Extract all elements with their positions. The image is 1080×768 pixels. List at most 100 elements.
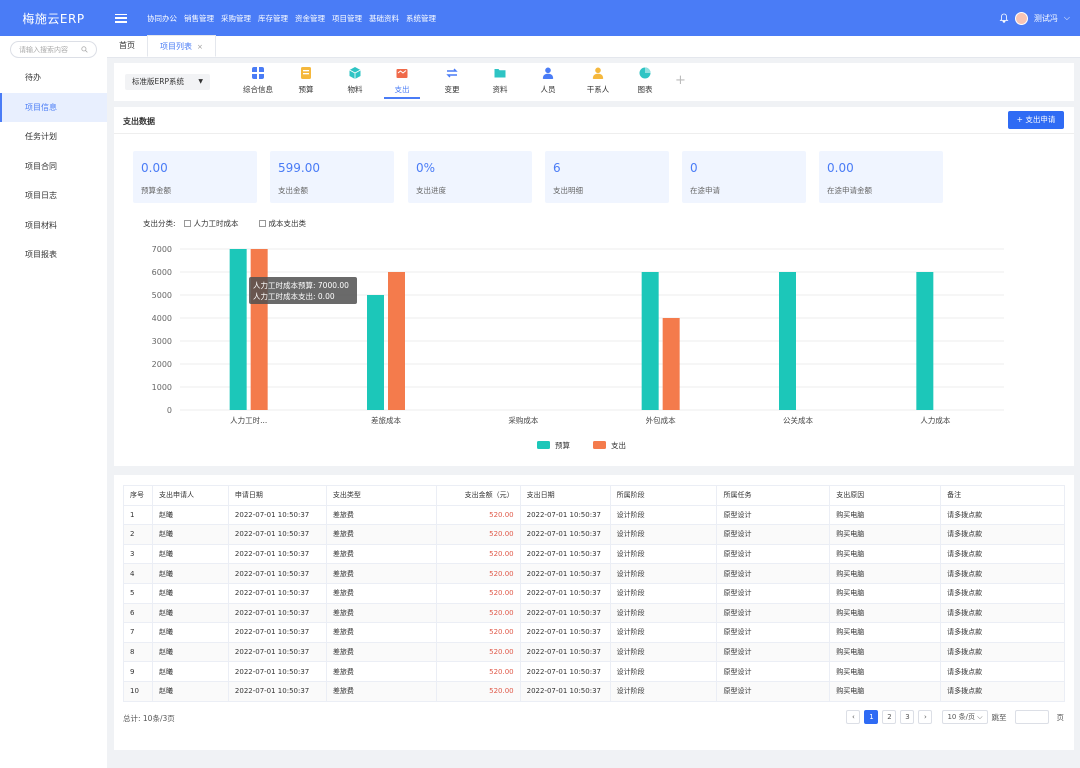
chart-tooltip (249, 277, 357, 304)
search-placeholder: 请输入搜索内容 (19, 45, 68, 54)
app-logo[interactable]: 梅施云ERP (22, 11, 85, 26)
y-tick-label: 1000 (152, 383, 172, 392)
table-cell: 购买电脑 (829, 680, 942, 702)
next-page-icon[interactable]: › (918, 710, 933, 724)
table-row[interactable]: 4 赵曦 2022-07-01 10:50:37 差旅费 520.00 2022-07-0… (123, 563, 1065, 584)
checkbox-cost-expense[interactable]: 成本支出类 (258, 218, 307, 229)
page-1[interactable]: 1 (864, 710, 879, 724)
table-row[interactable]: 10 赵曦 2022-07-01 10:50:37 差旅费 520.00 2022-07-… (123, 680, 1065, 702)
x-tick-label: 人力工时... (230, 415, 267, 425)
tab-label: 人员 (540, 85, 556, 94)
table-row[interactable]: 7 赵曦 2022-07-01 10:50:37 差旅费 520.00 2022-07-0… (123, 622, 1065, 643)
sidebar-item-project-info[interactable]: 项目信息 (0, 92, 107, 122)
bell-icon[interactable] (999, 13, 1009, 23)
legend-swatch (537, 441, 550, 449)
user-name[interactable]: 测试冯 (1033, 13, 1058, 23)
table-row[interactable]: 5 赵曦 2022-07-01 10:50:37 差旅费 520.00 2022-07-0… (123, 582, 1065, 604)
sidebar-item-reports[interactable]: 项目报表 (25, 250, 57, 259)
checkbox-label: 成本支出类 (268, 219, 307, 228)
table-cell: 5 (123, 582, 153, 604)
tab-expense[interactable]: 支出 (384, 67, 420, 99)
column-header: 备注 (940, 485, 1065, 506)
table-row[interactable]: 9 赵曦 2022-07-01 10:50:37 差旅费 520.00 2022-07-0… (123, 661, 1065, 682)
topnav-item[interactable]: 销售管理 (184, 13, 214, 23)
table-row[interactable]: 1 赵曦 2022-07-01 10:50:37 差旅费 520.00 2022-07-0… (123, 504, 1065, 526)
table-cell: 设计阶段 (609, 661, 718, 682)
table-row[interactable]: 6 赵曦 2022-07-01 10:50:37 差旅费 520.00 2022-07-0… (123, 602, 1065, 624)
checkbox-labor-cost[interactable]: 人力工时成本 (183, 218, 239, 229)
tab-change[interactable]: 变更 (440, 67, 464, 99)
table-row[interactable]: 2 赵曦 2022-07-01 10:50:37 差旅费 520.00 2022-07-0… (123, 524, 1065, 545)
table-cell: 购买电脑 (829, 582, 942, 604)
page-size-select[interactable]: 10 条/页 ⌵ (942, 710, 988, 724)
expense-bar-chart: 0 1000 2000 3000 4000 5000 6000 7000 人力工时... 差旅成本… (152, 245, 1004, 450)
search-input[interactable]: 请输入搜索内容 (10, 41, 97, 58)
checkbox-icon (258, 220, 266, 227)
tab-charts[interactable]: 图表 (633, 67, 657, 99)
column-header: 申请日期 (227, 485, 327, 506)
y-tick-label: 3000 (152, 337, 172, 346)
table-cell: 2022-07-01 10:50:37 (227, 543, 327, 565)
table-cell: 520.00 (435, 582, 521, 604)
menu-toggle-icon[interactable] (115, 13, 127, 23)
table-cell: 赵曦 (151, 524, 229, 545)
close-icon[interactable]: × (197, 43, 203, 51)
table-cell: 520.00 (435, 543, 521, 565)
table-cell: 购买电脑 (829, 641, 942, 663)
topnav-item[interactable]: 基础资料 (369, 13, 399, 23)
page-unit: 页 (1056, 712, 1065, 722)
topnav-item[interactable]: 采购管理 (221, 13, 251, 23)
page-3[interactable]: 3 (900, 710, 915, 724)
table-cell: 请多拨点款 (940, 543, 1065, 565)
sidebar-item-materials[interactable]: 项目材料 (25, 220, 57, 230)
stat-progress: 0% 支出进度 (408, 151, 532, 203)
tab-material[interactable]: 物料 (343, 67, 367, 99)
tab-overview[interactable]: 综合信息 (238, 67, 278, 99)
table-row[interactable]: 3 赵曦 2022-07-01 10:50:37 差旅费 520.00 2022-07-0… (123, 543, 1065, 565)
stat-pending-amount: 0.00 在途申请金额 (819, 151, 943, 203)
table-cell: 请多拨点款 (940, 524, 1065, 545)
sidebar-item-log[interactable]: 项目日志 (25, 191, 57, 200)
checkbox-label: 人力工时成本 (193, 219, 239, 228)
column-header: 所属任务 (716, 485, 831, 506)
search-icon[interactable] (81, 46, 88, 53)
tab-project-list[interactable]: 项目列表 × (147, 35, 216, 57)
table-cell: 2 (123, 524, 153, 545)
tab-stakeholders[interactable]: 干系人 (584, 67, 612, 99)
topnav-item[interactable]: 协同办公 (147, 13, 177, 23)
system-select[interactable]: 标准版ERP系统 ▼ (125, 74, 210, 90)
table-cell: 设计阶段 (609, 504, 718, 526)
tooltip-line: 人力工时成本支出: 0.00 (253, 291, 335, 301)
avatar[interactable] (1014, 11, 1028, 25)
page-jump-input[interactable] (1014, 710, 1049, 724)
sidebar-item-todo[interactable]: 待办 (25, 73, 41, 82)
table-body: 1 赵曦 2022-07-01 10:50:37 差旅费 520.00 2022-07-0… (123, 504, 1065, 702)
tab-personnel[interactable]: 人员 (536, 67, 560, 99)
add-tab-icon[interactable]: + (675, 73, 686, 88)
table-cell: 购买电脑 (829, 504, 942, 526)
stat-value: 0 (690, 161, 698, 175)
chevron-down-icon[interactable]: ⌵ (1063, 13, 1070, 22)
page-size-value: 10 条/页 (947, 713, 975, 721)
topnav-item[interactable]: 库存管理 (258, 13, 288, 23)
expense-table-panel: 序号 支出申请人 申请日期 支出类型 支出金额（元） 支出日期 所属阶段 所属任务 支出原因 备注… (114, 475, 1074, 750)
tab-documents[interactable]: 资料 (488, 67, 512, 99)
table-row[interactable]: 8 赵曦 2022-07-01 10:50:37 差旅费 520.00 2022-07-0… (123, 641, 1065, 663)
expense-apply-button[interactable]: + 支出申请 (1008, 111, 1064, 129)
topnav-item[interactable]: 系统管理 (406, 13, 436, 23)
page-2[interactable]: 2 (882, 710, 897, 724)
sidebar-item-contracts[interactable]: 项目合同 (25, 161, 57, 171)
tab-home[interactable]: 首页 (119, 41, 135, 50)
prev-page-icon[interactable]: ‹ (846, 710, 861, 724)
tab-budget[interactable]: 预算 (294, 67, 318, 99)
table-cell: 2022-07-01 10:50:37 (519, 563, 611, 584)
table-cell: 520.00 (435, 563, 521, 584)
table-cell: 差旅费 (325, 602, 437, 624)
x-tick-label: 人力成本 (920, 415, 950, 425)
sidebar-item-task-plan[interactable]: 任务计划 (25, 132, 57, 141)
topnav-item[interactable]: 资金管理 (295, 13, 325, 23)
tab-label: 干系人 (586, 85, 610, 94)
table-cell: 520.00 (435, 641, 521, 663)
topnav-item[interactable]: 项目管理 (332, 13, 362, 23)
top-header: 梅施云ERP 协同办公 销售管理 采购管理 库存管理 资金管理 项目管理 基础资… (0, 0, 1080, 36)
